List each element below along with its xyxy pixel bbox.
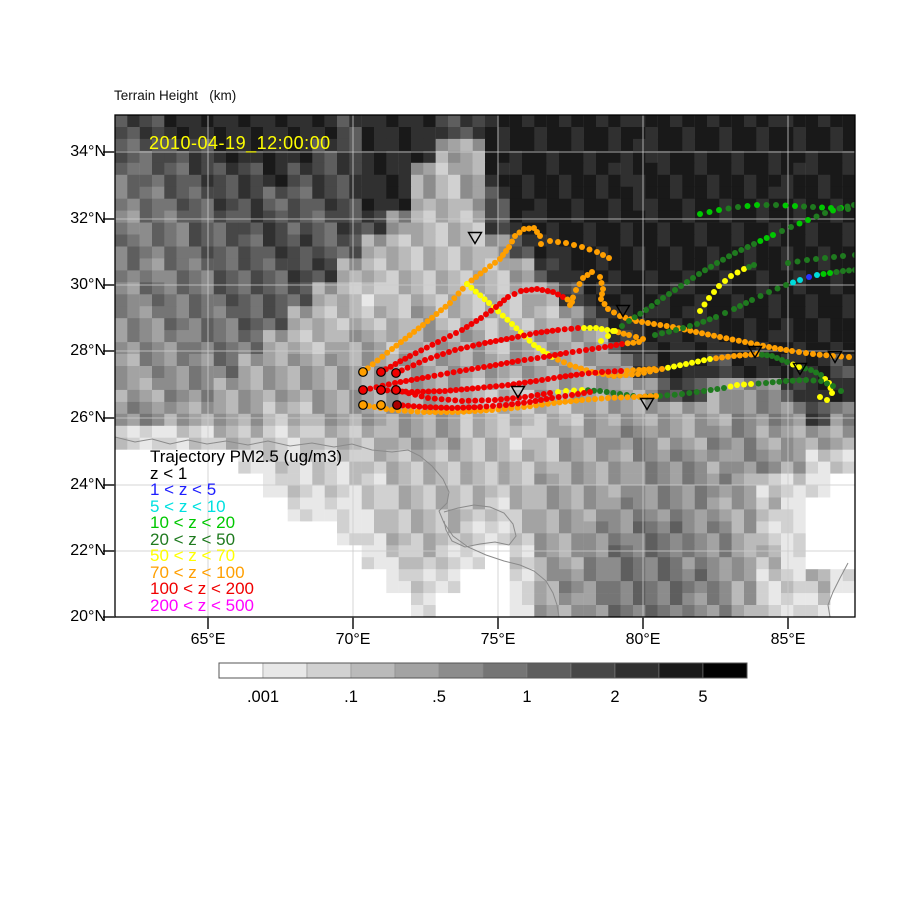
legend-entry: 100 < z < 200 [150,579,254,598]
lat-tick-label: 32°N [70,210,106,227]
legend-entry: 10 < z < 20 [150,513,236,532]
lat-tick-label: 34°N [70,143,106,160]
colorbar-tick-label: .5 [432,688,446,706]
lon-tick-label: 70°E [335,631,371,648]
legend-entry: 1 < z < 5 [150,480,217,499]
timestamp-label: 2010-04-19_12:00:00 [149,133,331,153]
lat-tick-label: 20°N [70,608,106,625]
lat-tick-label: 30°N [70,276,106,293]
lon-tick-label: 75°E [480,631,516,648]
legend-entry: 5 < z < 10 [150,497,226,516]
colorbar-tick-label: .1 [344,688,358,706]
lon-tick-label: 85°E [770,631,806,648]
colorbar-tick-label: .001 [246,688,280,706]
lon-tick-label: 80°E [625,631,661,648]
plot-title: Terrain Height (km) [114,88,237,103]
legend-title: Trajectory PM2.5 (ug/m3) [150,447,343,466]
colorbar-tick-label: 2 [610,688,620,706]
legend-entry: 50 < z < 70 [150,546,236,565]
legend-entry: 200 < z < 500 [150,596,254,615]
lat-tick-label: 28°N [70,342,106,359]
legend-entry: 70 < z < 100 [150,563,245,582]
colorbar-tick-label: 5 [698,688,708,706]
lat-tick-label: 26°N [70,409,106,426]
colorbar-tick-label: 1 [522,688,532,706]
legend-entry: 20 < z < 50 [150,530,236,549]
lon-tick-label: 65°E [190,631,226,648]
lat-tick-label: 22°N [70,542,106,559]
legend-entry: z < 1 [150,464,188,483]
lat-tick-label: 24°N [70,476,106,493]
